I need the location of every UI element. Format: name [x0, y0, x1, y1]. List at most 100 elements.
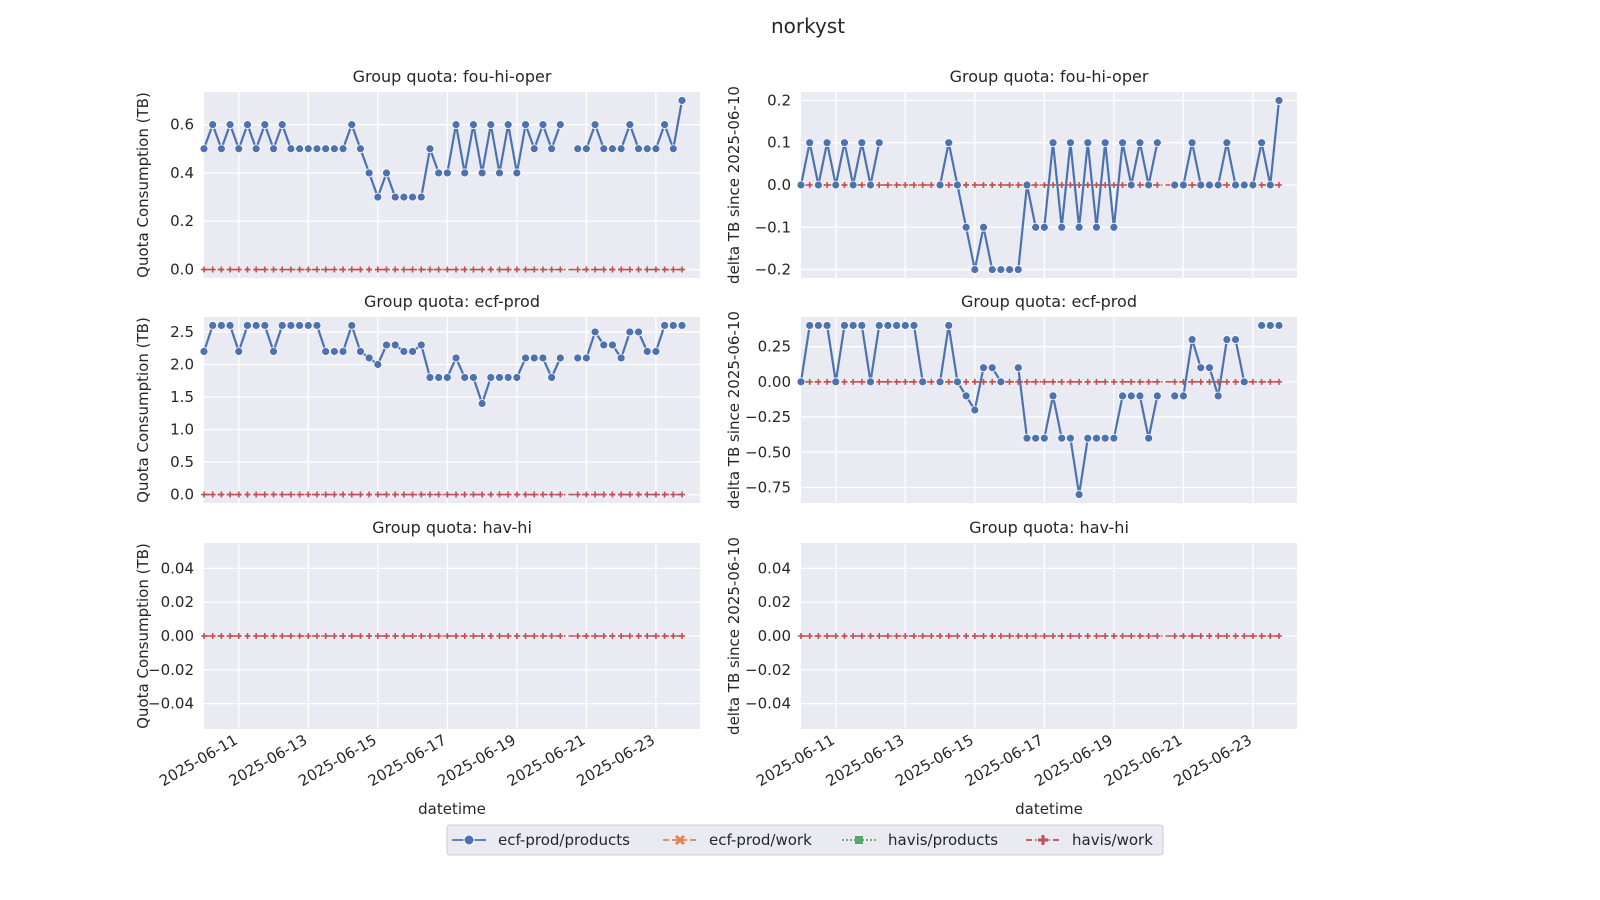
point-ecf-prod-products	[277, 120, 287, 130]
point-havis-work	[670, 491, 677, 498]
point-havis-work	[652, 266, 659, 273]
point-havis-work	[201, 266, 207, 273]
point-havis-work	[296, 266, 303, 273]
point-ecf-prod-products	[634, 144, 643, 154]
point-havis-work	[531, 266, 538, 273]
point-ecf-prod-products	[382, 168, 391, 178]
point-ecf-prod-products	[321, 144, 331, 154]
point-havis-work	[1197, 378, 1204, 385]
y-tick-label: −0.02	[148, 661, 194, 679]
subplot-2: −0.2 −0.1 0.0 0.1 0.2 Group quota: fou-hi-ope…	[725, 67, 1297, 284]
point-havis-work	[1093, 633, 1100, 639]
point-ecf-prod-products	[1144, 433, 1154, 443]
y-tick-label: 0.1	[767, 134, 791, 152]
figure-title: norkyst	[771, 14, 845, 38]
point-havis-work	[557, 491, 564, 498]
point-ecf-prod-products	[616, 144, 626, 154]
point-ecf-prod-products	[970, 405, 980, 415]
point-ecf-prod-products	[874, 138, 884, 148]
y-tick-label: −0.1	[755, 218, 791, 236]
point-ecf-prod-products	[1222, 138, 1232, 148]
point-havis-work	[1197, 633, 1204, 639]
point-ecf-prod-products	[582, 353, 591, 363]
point-havis-work	[392, 266, 399, 273]
point-ecf-prod-products	[1179, 391, 1188, 401]
point-havis-work	[600, 266, 607, 273]
point-havis-work	[661, 491, 668, 498]
point-havis-work	[670, 633, 677, 639]
point-ecf-prod-products	[1005, 265, 1014, 274]
point-ecf-prod-products	[1057, 222, 1067, 232]
x-tick-label: 2025-06-15	[892, 731, 977, 790]
point-havis-work	[548, 266, 555, 273]
point-ecf-prod-products	[234, 347, 244, 356]
point-havis-work	[435, 491, 442, 498]
point-havis-work	[261, 266, 268, 273]
subplot-title: Group quota: hav-hi	[969, 518, 1129, 537]
point-havis-work	[1189, 378, 1196, 385]
point-havis-work	[435, 633, 442, 639]
y-tick-label: 1.5	[170, 388, 194, 406]
point-ecf-prod-products	[822, 138, 832, 148]
point-havis-work	[287, 491, 294, 498]
point-ecf-prod-products	[347, 120, 357, 130]
point-havis-work	[209, 266, 216, 273]
point-ecf-prod-products	[1126, 391, 1136, 401]
point-ecf-prod-products	[1205, 180, 1214, 190]
y-axis-label: Quota Consumption (TB)	[134, 92, 152, 278]
point-havis-work	[919, 182, 926, 188]
point-havis-work	[989, 182, 996, 188]
point-ecf-prod-products	[857, 321, 867, 330]
point-ecf-prod-products	[356, 144, 365, 154]
point-havis-work	[1154, 378, 1161, 385]
point-ecf-prod-products	[338, 347, 348, 356]
point-ecf-prod-products	[813, 321, 823, 330]
point-havis-work	[945, 633, 952, 639]
point-ecf-prod-products	[935, 180, 945, 190]
point-ecf-prod-products	[382, 340, 391, 350]
y-tick-label: −0.2	[755, 261, 791, 279]
y-tick-label: 0.04	[758, 559, 791, 577]
point-ecf-prod-products	[883, 321, 893, 330]
point-ecf-prod-products	[286, 321, 296, 330]
legend-marker-square	[855, 836, 863, 844]
point-ecf-prod-products	[1066, 138, 1075, 148]
point-havis-work	[806, 633, 813, 639]
point-havis-work	[884, 182, 891, 188]
point-havis-work	[305, 491, 312, 498]
point-ecf-prod-products	[529, 353, 539, 363]
point-ecf-prod-products	[243, 120, 252, 130]
point-havis-work	[858, 378, 865, 385]
point-havis-work	[487, 491, 494, 498]
point-ecf-prod-products	[590, 120, 600, 130]
y-tick-label: 2.5	[170, 323, 194, 341]
point-havis-work	[261, 491, 268, 498]
point-ecf-prod-products	[1022, 180, 1032, 190]
point-havis-work	[287, 266, 294, 273]
point-havis-work	[1006, 182, 1013, 188]
point-ecf-prod-products	[573, 144, 583, 154]
point-ecf-prod-products	[1109, 222, 1119, 232]
point-ecf-prod-products	[805, 321, 815, 330]
point-ecf-prod-products	[399, 192, 409, 202]
point-havis-work	[928, 633, 935, 639]
point-ecf-prod-products	[987, 265, 997, 274]
point-havis-work	[1232, 378, 1239, 385]
point-havis-work	[513, 633, 520, 639]
point-ecf-prod-products	[900, 321, 910, 330]
point-havis-work	[661, 633, 668, 639]
point-havis-work	[618, 266, 625, 273]
point-ecf-prod-products	[1066, 433, 1075, 443]
point-havis-work	[366, 266, 373, 273]
point-havis-work	[618, 633, 625, 639]
point-havis-work	[1015, 182, 1022, 188]
point-havis-work	[1067, 182, 1074, 188]
point-ecf-prod-products	[1083, 138, 1093, 148]
point-havis-work	[1223, 633, 1230, 639]
point-havis-work	[1102, 182, 1109, 188]
point-havis-work	[374, 633, 381, 639]
point-ecf-prod-products	[1031, 433, 1041, 443]
point-ecf-prod-products	[935, 377, 945, 387]
point-havis-work	[841, 633, 848, 639]
point-havis-work	[348, 633, 355, 639]
